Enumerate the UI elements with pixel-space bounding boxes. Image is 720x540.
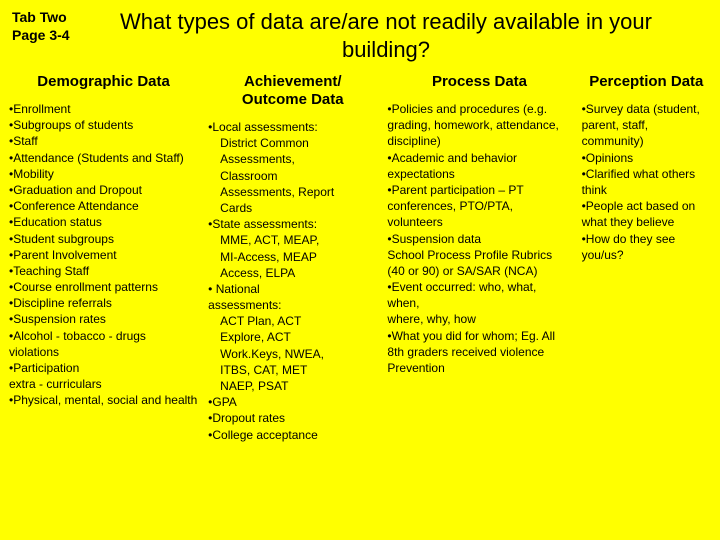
list-item: MI-Access, MEAP [208, 249, 377, 265]
column-heading: Achievement/ Outcome Data [208, 69, 377, 119]
column-heading: Perception Data [582, 69, 711, 101]
list-item: •Opinions [582, 150, 711, 166]
list-item: NAEP, PSAT [208, 378, 377, 394]
list-item: • National [208, 281, 377, 297]
columns-row: Demographic Data •Enrollment•Subgroups o… [0, 69, 720, 443]
list-item: •Survey data (student, parent, staff, co… [582, 101, 711, 150]
list-item: Assessments, Report [208, 184, 377, 200]
list-item: •Graduation and Dropout [9, 182, 198, 198]
list-item: •Parent participation – PT conferences, … [387, 182, 571, 231]
list-item: Access, ELPA [208, 265, 377, 281]
list-item: •Teaching Staff [9, 263, 198, 279]
list-item: •Parent Involvement [9, 247, 198, 263]
list-item: •Student subgroups [9, 231, 198, 247]
list-item: •Mobility [9, 166, 198, 182]
list-item: •Staff [9, 133, 198, 149]
header: Tab Two Page 3-4 What types of data are/… [0, 0, 720, 69]
list-item: •Clarified what others think [582, 166, 711, 198]
page-title: What types of data are/are not readily a… [104, 8, 708, 63]
list-item: District Common [208, 135, 377, 151]
list-item: Work.Keys, NWEA, [208, 346, 377, 362]
list-item: MME, ACT, MEAP, [208, 232, 377, 248]
list-item: ITBS, CAT, MET [208, 362, 377, 378]
column-demographic: Demographic Data •Enrollment•Subgroups o… [4, 69, 203, 443]
column-heading: Process Data [387, 69, 571, 101]
tab-label: Tab Two [12, 8, 104, 26]
list-item: •Discipline referrals [9, 295, 198, 311]
list-item: •Physical, mental, social and health [9, 392, 198, 408]
list-item: •Dropout rates [208, 410, 377, 426]
list-item: Cards [208, 200, 377, 216]
list-item: •Subgroups of students [9, 117, 198, 133]
list-item: •College acceptance [208, 427, 377, 443]
column-achievement: Achievement/ Outcome Data •Local assessm… [203, 69, 382, 443]
list-item: assessments: [208, 297, 377, 313]
header-left: Tab Two Page 3-4 [12, 8, 104, 44]
list-item: Classroom [208, 168, 377, 184]
page-label: Page 3-4 [12, 26, 104, 44]
list-item: •Conference Attendance [9, 198, 198, 214]
column-body: •Local assessments:District CommonAssess… [208, 119, 377, 443]
list-item: •What you did for whom; Eg. All 8th grad… [387, 328, 571, 377]
list-item: •Event occurred: who, what, when, [387, 279, 571, 311]
column-body: •Survey data (student, parent, staff, co… [582, 101, 711, 263]
list-item: extra - curriculars [9, 376, 198, 392]
list-item: •People act based on what they believe [582, 198, 711, 230]
list-item: Assessments, [208, 151, 377, 167]
list-item: Explore, ACT [208, 329, 377, 345]
list-item: •Enrollment [9, 101, 198, 117]
list-item: School Process Profile Rubrics [387, 247, 571, 263]
list-item: where, why, how [387, 311, 571, 327]
list-item: (40 or 90) or SA/SAR (NCA) [387, 263, 571, 279]
column-process: Process Data •Policies and procedures (e… [382, 69, 576, 443]
list-item: •Attendance (Students and Staff) [9, 150, 198, 166]
list-item: •How do they see you/us? [582, 231, 711, 263]
list-item: •Policies and procedures (e.g. grading, … [387, 101, 571, 150]
list-item: •Suspension rates [9, 311, 198, 327]
column-body: •Policies and procedures (e.g. grading, … [387, 101, 571, 376]
list-item: •Participation [9, 360, 198, 376]
list-item: •Alcohol - tobacco - drugs violations [9, 328, 198, 360]
list-item: •Education status [9, 214, 198, 230]
list-item: •Suspension data [387, 231, 571, 247]
list-item: •Course enrollment patterns [9, 279, 198, 295]
list-item: ACT Plan, ACT [208, 313, 377, 329]
list-item: •Academic and behavior expectations [387, 150, 571, 182]
column-heading: Demographic Data [9, 69, 198, 101]
list-item: •GPA [208, 394, 377, 410]
column-body: •Enrollment•Subgroups of students•Staff•… [9, 101, 198, 409]
list-item: •Local assessments: [208, 119, 377, 135]
column-perception: Perception Data •Survey data (student, p… [577, 69, 716, 443]
list-item: •State assessments: [208, 216, 377, 232]
